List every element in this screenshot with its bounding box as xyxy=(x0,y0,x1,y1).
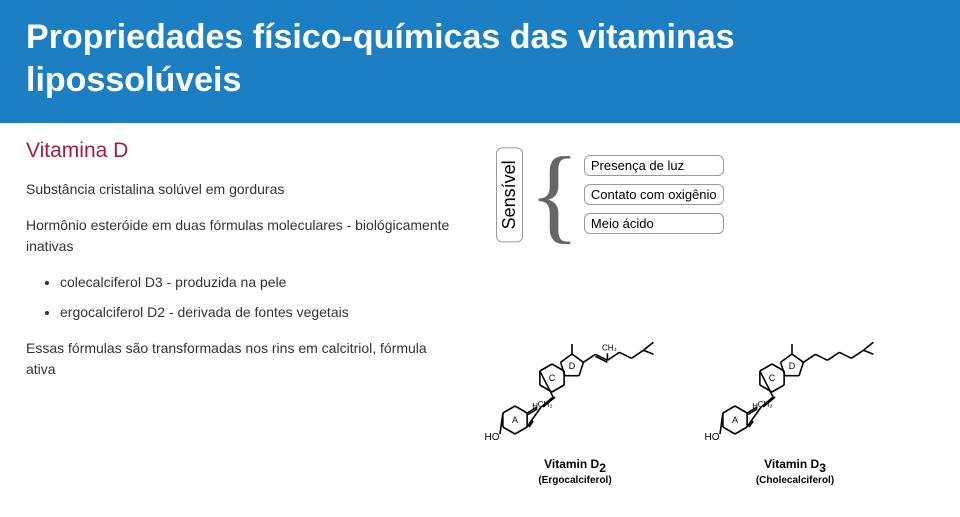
sensitivity-diagram: Sensível { Presença de luz Contato com o… xyxy=(496,147,724,242)
molecule-d2: AHOCH₂CDCH₃H Vitamin D2 (Ergocalciferol) xyxy=(480,300,670,486)
svg-text:HO: HO xyxy=(705,432,720,443)
molecule-d3-svg: AHOCH₂CDH xyxy=(700,300,890,455)
svg-text:D: D xyxy=(789,361,796,371)
svg-text:H: H xyxy=(532,402,538,411)
molecule-d3-name: Vitamin D3 xyxy=(764,455,826,475)
svg-text:A: A xyxy=(512,415,518,425)
paragraph-2: Hormônio esteróide em duas fórmulas mole… xyxy=(26,215,456,256)
paragraph-1: Substância cristalina solúvel em gordura… xyxy=(26,179,456,199)
svg-text:C: C xyxy=(549,373,556,383)
svg-text:C: C xyxy=(769,373,776,383)
svg-text:A: A xyxy=(732,415,738,425)
list-item: colecalciferol D3 - produzida na pele xyxy=(60,272,456,292)
molecule-d3-desc: (Cholecalciferol) xyxy=(756,475,834,486)
svg-text:D: D xyxy=(569,361,576,371)
molecule-d3: AHOCH₂CDH Vitamin D3 (Cholecalciferol) xyxy=(700,300,890,486)
title-banner: Propriedades físico-químicas das vitamin… xyxy=(0,0,960,123)
brace-wrap: { Presença de luz Contato com oxigênio M… xyxy=(529,147,724,242)
svg-text:H: H xyxy=(752,402,758,411)
list-item: ergocalciferol D2 - derivada de fontes v… xyxy=(60,302,456,322)
sensitivity-item: Meio ácido xyxy=(584,213,724,234)
paragraph-3: Essas fórmulas são transformadas nos rin… xyxy=(26,338,456,379)
bullet-list: colecalciferol D3 - produzida na pele er… xyxy=(26,272,456,323)
brace-icon: { xyxy=(529,147,580,242)
subtitle: Vitamina D xyxy=(26,139,456,163)
sensitivity-item: Presença de luz xyxy=(584,155,724,176)
sensitivity-item: Contato com oxigênio xyxy=(584,184,724,205)
sensitivity-items: Presença de luz Contato com oxigênio Mei… xyxy=(584,147,724,242)
molecule-diagrams: AHOCH₂CDCH₃H Vitamin D2 (Ergocalciferol)… xyxy=(480,300,890,486)
molecule-d2-desc: (Ergocalciferol) xyxy=(538,475,611,486)
text-column: Vitamina D Substância cristalina solúvel… xyxy=(26,139,456,395)
svg-text:HO: HO xyxy=(485,432,500,443)
molecule-d2-name: Vitamin D2 xyxy=(544,455,606,475)
molecule-d2-svg: AHOCH₂CDCH₃H xyxy=(480,300,670,455)
svg-text:CH₃: CH₃ xyxy=(602,343,617,352)
page-title: Propriedades físico-químicas das vitamin… xyxy=(26,16,930,101)
sensitivity-label: Sensível xyxy=(496,147,523,242)
